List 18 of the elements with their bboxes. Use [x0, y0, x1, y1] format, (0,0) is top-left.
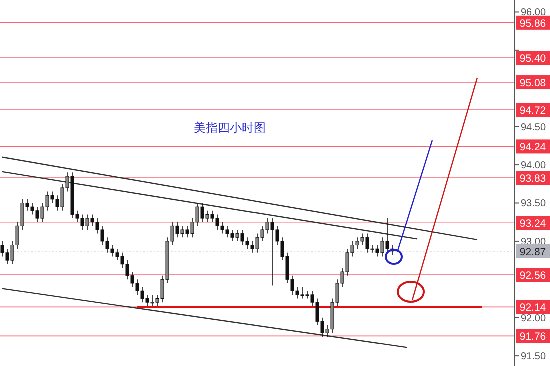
ref-line-label: 94.72: [520, 105, 546, 118]
y-tick-label: 96.00: [521, 8, 546, 19]
y-tick-label: 94.50: [521, 122, 546, 134]
ref-line-label: 93.24: [520, 218, 546, 230]
ref-line-label: 92.56: [520, 270, 546, 282]
ref-line-label: 93.83: [520, 173, 546, 186]
ref-line-label: 95.40: [520, 53, 546, 66]
y-tick-label: 91.50: [521, 352, 546, 363]
ref-line-label: 92.87: [520, 246, 546, 258]
y-tick-label: 92.00: [521, 313, 546, 324]
text: 美指四小时图: [194, 121, 266, 135]
ref-line-label: 91.76: [520, 331, 546, 344]
ref-line-label: 92.14: [520, 302, 546, 314]
ref-line-label: 95.08: [520, 78, 546, 90]
y-tick-label: 94.00: [521, 160, 546, 172]
ref-line-label: 95.86: [520, 18, 546, 30]
ref-line-label: 94.24: [520, 142, 546, 154]
y-tick-label: 93.50: [521, 198, 546, 210]
